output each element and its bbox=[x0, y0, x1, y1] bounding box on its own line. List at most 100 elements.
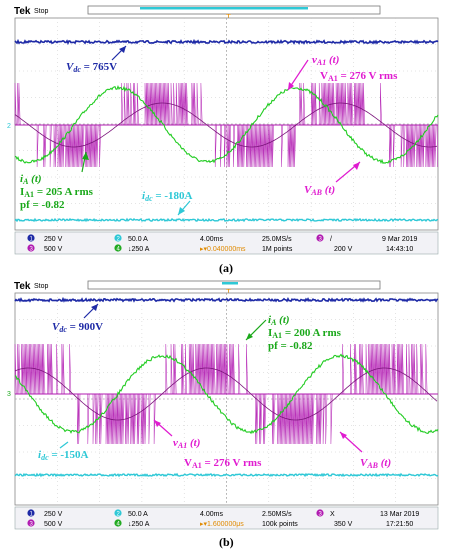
panel-a-ch2-badge bbox=[114, 234, 122, 242]
panel-b-trig-level: 350 V bbox=[334, 521, 353, 528]
panel-b-trig-ch-badge bbox=[316, 509, 324, 517]
panel-b-ch3-num: 3 bbox=[30, 522, 34, 528]
panel-a-vab-label: VAB (t) bbox=[304, 184, 335, 197]
panel-a-sample-rate: 25.0MS/s bbox=[262, 236, 292, 243]
panel-b-va1-label: vA1 (t) bbox=[173, 437, 200, 450]
panel-a-annotations: Vdc = 765V vA1 (t) VA1 = 276 V rms iA (t… bbox=[20, 45, 398, 216]
panel-a-ia-arrowhead bbox=[82, 152, 89, 160]
panel-a-trig-ch-badge bbox=[316, 234, 324, 242]
panel-b-record-bar bbox=[87, 280, 381, 290]
panel-b-vab-arrowhead bbox=[340, 432, 347, 439]
panel-b-va1-rms: VA1 = 276 V rms bbox=[184, 457, 262, 470]
panel-b-screen: 3 bbox=[7, 292, 439, 506]
panel-a-ch4-badge bbox=[114, 244, 122, 252]
panel-a-label: (a) bbox=[219, 261, 233, 275]
panel-a-ch3-badge bbox=[27, 244, 35, 252]
panel-b-trigger-pos: ▸▾1.600000μs bbox=[200, 521, 244, 528]
panel-b-label: (b) bbox=[219, 535, 234, 549]
panel-a-ch2-scale: 50.0 A bbox=[128, 236, 148, 243]
panel-a-date: 9 Mar 2019 bbox=[382, 236, 418, 243]
panel-b-idc-label: idc = -150A bbox=[38, 449, 89, 462]
panel-b-ch-marker: 3 bbox=[7, 391, 11, 398]
panel-b-record-window bbox=[222, 282, 238, 285]
panel-a-ch3-scale: 500 V bbox=[44, 246, 63, 253]
panel-b-ch4-badge bbox=[114, 519, 122, 527]
panel-a-idc-arrowhead bbox=[178, 207, 185, 215]
panel-b-ch1-scale: 250 V bbox=[44, 511, 63, 518]
panel-a-grid bbox=[15, 18, 438, 230]
panel-a-trig-level: 200 V bbox=[334, 246, 353, 253]
panel-a-va1-arrowhead bbox=[288, 82, 294, 90]
panel-a-screen: 2 bbox=[7, 17, 439, 231]
panel-a-ch1-badge bbox=[27, 234, 35, 242]
panel-a-va1-rms: VA1 = 276 V rms bbox=[320, 70, 398, 83]
panel-a-status-bar: 1 250 V 3 500 V 2 50.0 A 4 ↓250 A 4.00ms… bbox=[14, 231, 439, 255]
panel-b-ch3-scale: 500 V bbox=[44, 521, 63, 528]
panel-a-ia1-rms: IA1 = 205 A rms bbox=[20, 186, 94, 199]
panel-a-traces bbox=[14, 38, 439, 223]
panel-a-brand: Tek bbox=[14, 6, 31, 17]
vdc-trace bbox=[14, 38, 439, 45]
panel-b-pf: pf = -0.82 bbox=[268, 340, 313, 352]
panel-a-time: 14:43:10 bbox=[386, 246, 413, 253]
ia-current-trace bbox=[14, 84, 439, 165]
panel-b-header: Tek Stop T bbox=[14, 280, 381, 297]
panel-a-ch-marker: 2 bbox=[7, 123, 11, 130]
panel-a-ch3-num: 3 bbox=[30, 247, 34, 253]
panel-a-ch2-num: 2 bbox=[117, 237, 121, 243]
panel-a-idc-label: idc = -180A bbox=[142, 190, 193, 203]
panel-a-ch1-scale: 250 V bbox=[44, 236, 63, 243]
panel-b-trig-ch: 3 bbox=[319, 512, 323, 518]
panel-b-sample-rate: 2.50MS/s bbox=[262, 511, 292, 518]
panel-b-ch1-badge bbox=[27, 509, 35, 517]
panel-b: Tek Stop T 3 Vdc = 900V iA (t) IA1 = 200… bbox=[7, 280, 439, 549]
panel-a-record-bar bbox=[87, 5, 381, 15]
panel-b-ch4-num: 4 bbox=[117, 522, 121, 528]
panel-a-ch4-num: 4 bbox=[117, 247, 121, 253]
panel-a-header: Tek Stop T bbox=[14, 5, 381, 22]
panel-a-ch4-scale: ↓250 A bbox=[128, 246, 150, 253]
panel-b-idc-arrow bbox=[59, 441, 69, 449]
panel-b-state: Stop bbox=[34, 283, 49, 290]
ia-current-trace bbox=[14, 353, 439, 435]
panel-b-vab-label: VAB (t) bbox=[360, 457, 391, 470]
panel-a-va1-label: vA1 (t) bbox=[312, 54, 339, 67]
panel-b-ia1-rms: IA1 = 200 A rms bbox=[268, 327, 342, 340]
panel-a-trig-icon: / bbox=[330, 236, 332, 243]
panel-b-ch4-scale: ↓250 A bbox=[128, 521, 150, 528]
panel-b-status-bar: 1 250 V 3 500 V 2 50.0 A 4 ↓250 A 4.00ms… bbox=[14, 506, 439, 530]
panel-b-date: 13 Mar 2019 bbox=[380, 511, 419, 518]
panel-b-traces bbox=[14, 296, 439, 478]
panel-b-annotations: Vdc = 900V iA (t) IA1 = 200 A rms pf = -… bbox=[38, 303, 391, 470]
panel-b-brand: Tek bbox=[14, 281, 31, 292]
panel-b-va1-arrowhead bbox=[154, 420, 161, 427]
panel-a-ch1-num: 1 bbox=[30, 237, 34, 243]
panel-a-trigger-marker: T bbox=[226, 13, 231, 22]
panel-a-vdc-arrowhead bbox=[119, 46, 126, 53]
va1-sine-trace bbox=[14, 367, 438, 421]
panel-b-trigger-marker: T bbox=[226, 288, 231, 297]
panel-b-ia-label: iA (t) bbox=[268, 314, 290, 327]
panel-b-vdc-label: Vdc = 900V bbox=[52, 321, 103, 334]
panel-a-ia-label: iA (t) bbox=[20, 173, 42, 186]
va1-sine-trace bbox=[14, 102, 438, 148]
idc-trace bbox=[14, 217, 439, 223]
panel-b-ch2-num: 2 bbox=[117, 512, 121, 518]
panel-a-vdc-label: Vdc = 765V bbox=[66, 61, 117, 74]
panel-a-pf: pf = -0.82 bbox=[20, 199, 65, 211]
panel-a-trigger-pos: ▸▾0.040000ms bbox=[200, 246, 246, 253]
panel-a-record: 1M points bbox=[262, 246, 293, 253]
vdc-trace bbox=[14, 296, 439, 303]
idc-trace bbox=[14, 472, 439, 478]
panel-a-vab-arrowhead bbox=[353, 162, 360, 170]
panel-b-time: 17:21:50 bbox=[386, 521, 413, 528]
panel-b-vdc-arrowhead bbox=[91, 304, 98, 311]
panel-a-record-window bbox=[140, 7, 308, 10]
panel-b-time-div: 4.00ms bbox=[200, 511, 223, 518]
panel-b-ia-arrowhead bbox=[246, 333, 253, 340]
panel-a-time-div: 4.00ms bbox=[200, 236, 223, 243]
panel-a-trig-ch: 3 bbox=[319, 237, 323, 243]
panel-a-state: Stop bbox=[34, 8, 49, 15]
panel-b-ch1-num: 1 bbox=[30, 512, 34, 518]
